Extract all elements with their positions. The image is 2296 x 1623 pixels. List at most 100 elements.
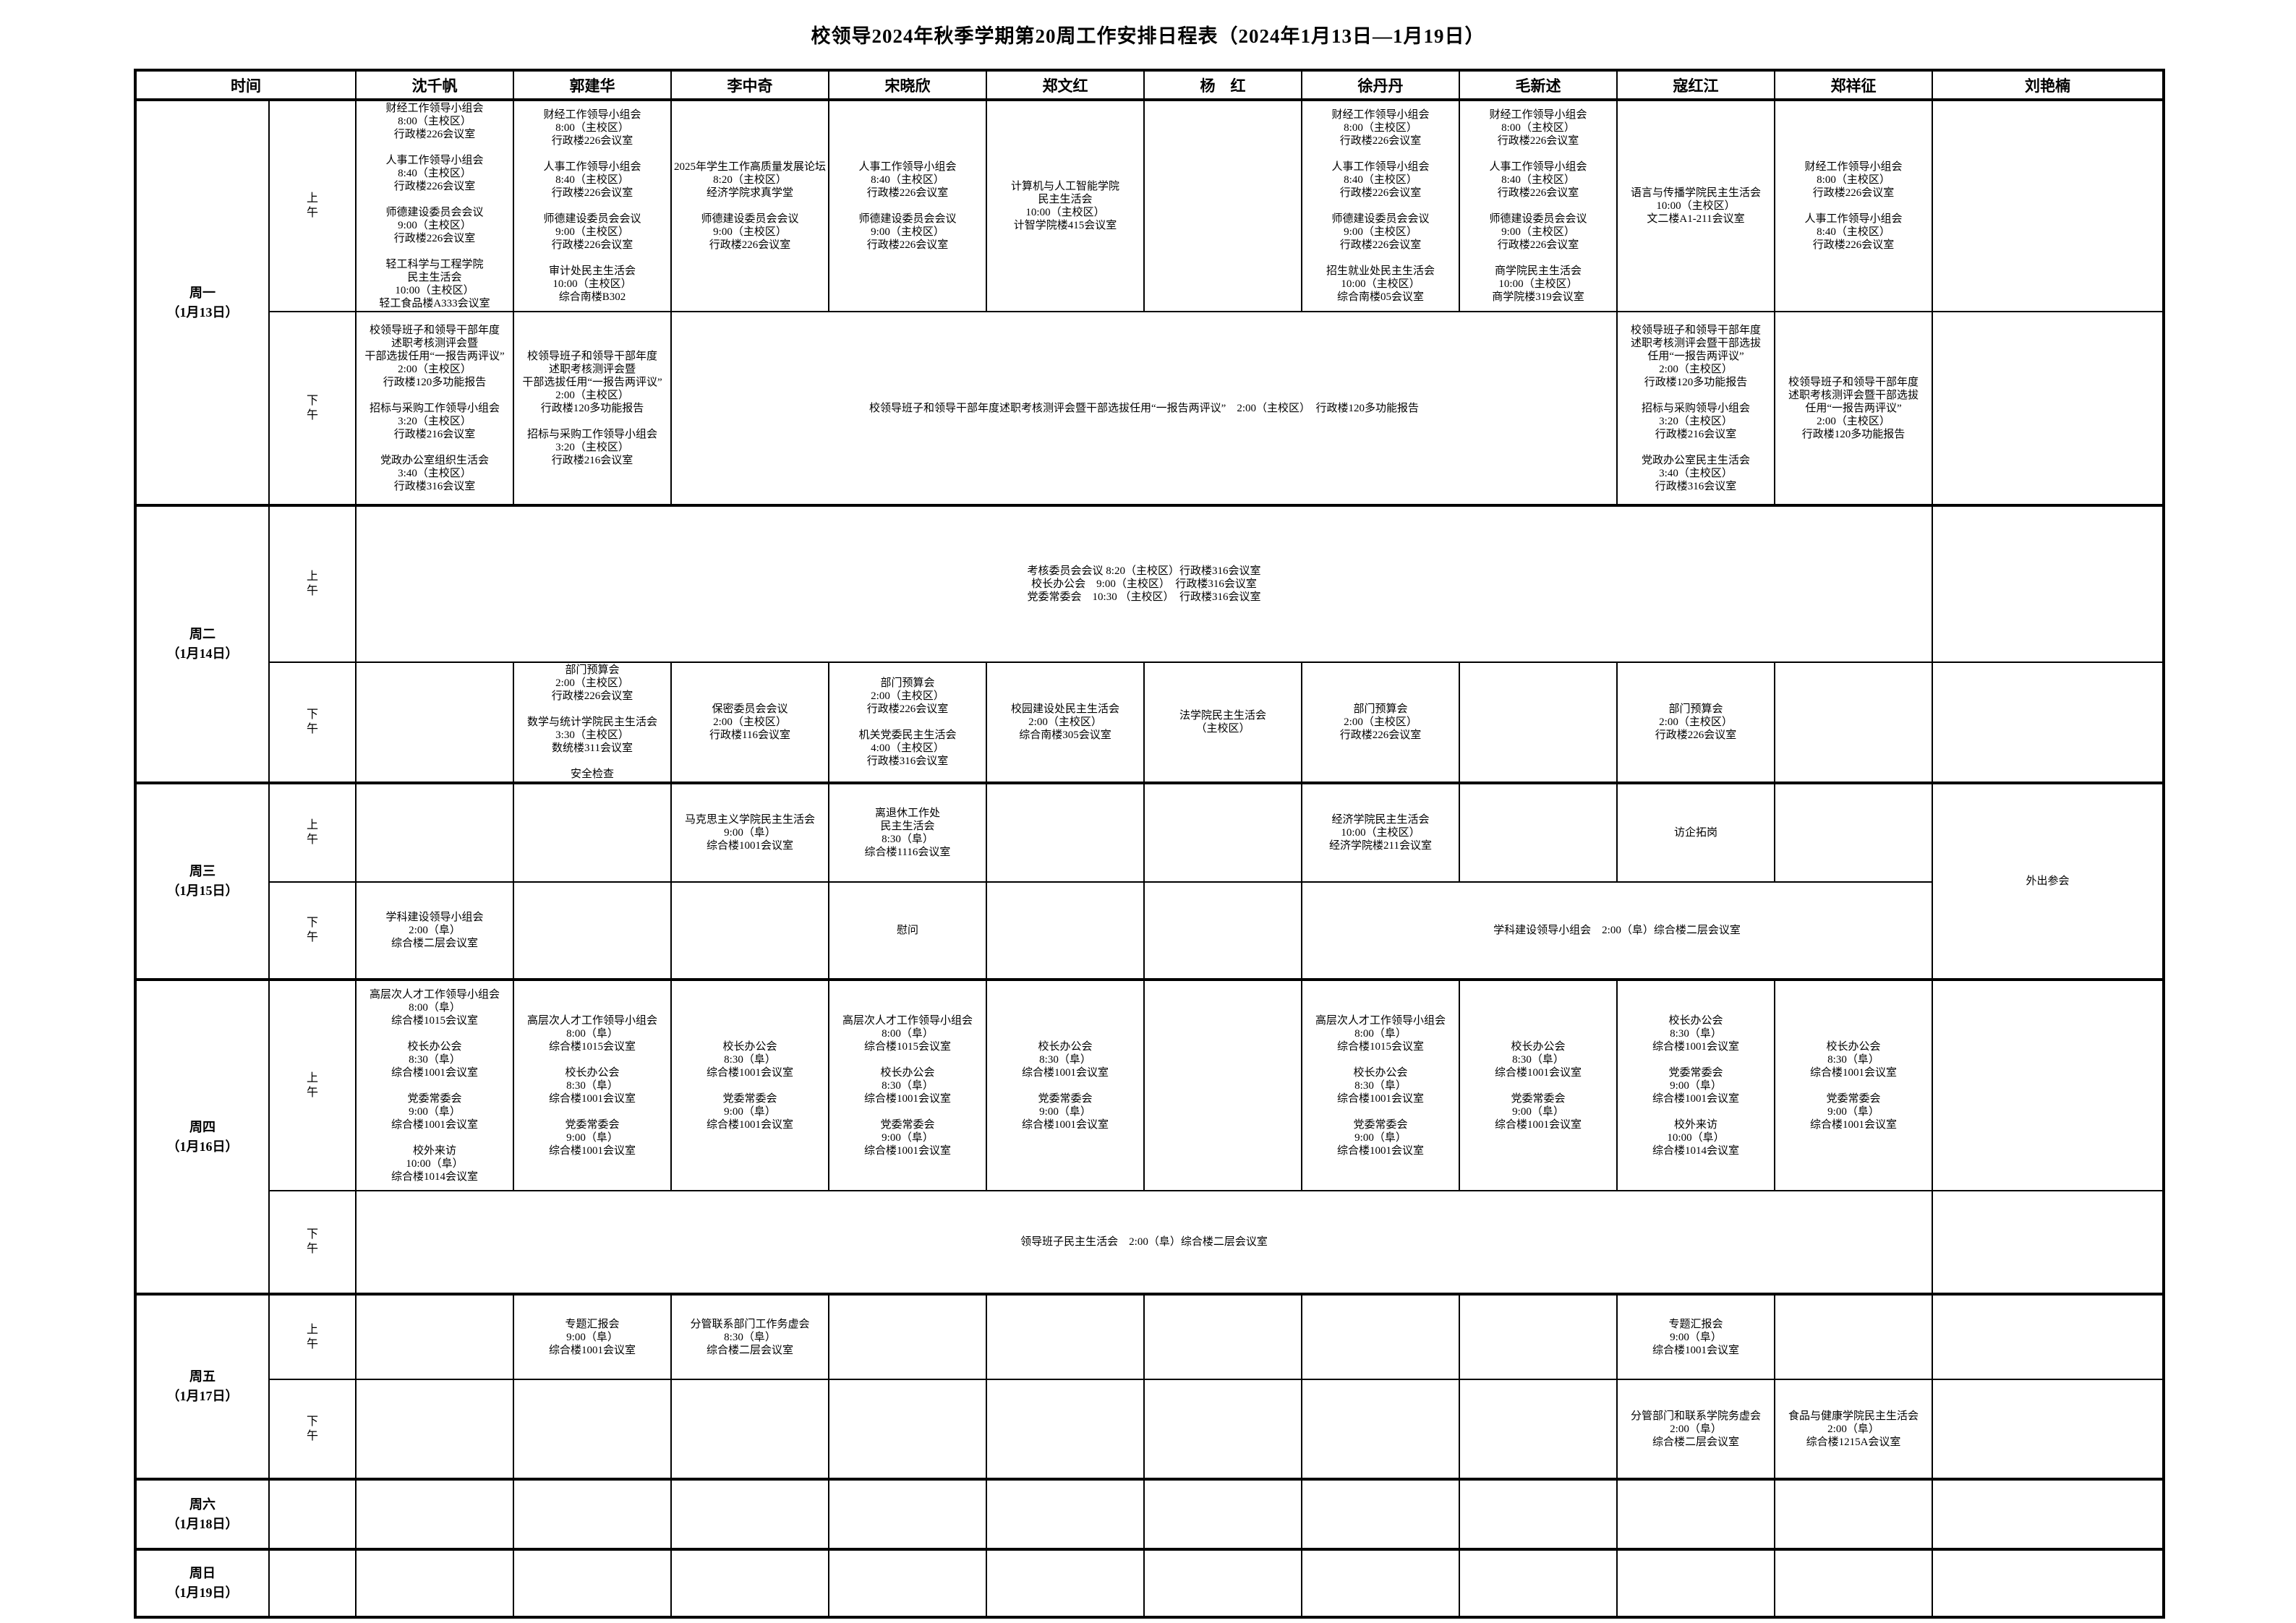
schedule-cell: 校领导班子和领导干部年度 述职考核测评会暨干部选拔 任用“一报告两评议” 2:0… <box>1774 311 1933 507</box>
period-label: 下 午 <box>268 661 357 784</box>
person-header: 宋晓欣 <box>828 69 987 101</box>
person-header: 郑祥征 <box>1774 69 1933 101</box>
schedule-cell: 财经工作领导小组会 8:00（主校区） 行政楼226会议室 人事工作领导小组会 … <box>1459 99 1618 312</box>
schedule-cell: 部门预算会 2:00（主校区） 行政楼226会议室 机关党委民主生活会 4:00… <box>828 661 987 784</box>
period-label: 下 午 <box>268 1190 357 1296</box>
schedule-cell: 财经工作领导小组会 8:00（主校区） 行政楼226会议室 人事工作领导小组会 … <box>355 99 514 312</box>
schedule-cell <box>986 1293 1145 1380</box>
schedule-cell: 分管部门和联系学院务虚会 2:00（阜） 综合楼二层会议室 <box>1616 1379 1775 1481</box>
schedule-cell <box>670 1478 829 1551</box>
period-label <box>268 1549 357 1619</box>
day-label: 周四 （1月16日） <box>135 979 270 1296</box>
schedule-cell: 校长办公会 8:30（阜） 综合楼1001会议室 党委常委会 9:00（阜） 综… <box>1616 979 1775 1191</box>
schedule-cell <box>1459 1549 1618 1619</box>
schedule-cell <box>513 1549 672 1619</box>
schedule-cell <box>1616 1549 1775 1619</box>
person-header: 沈千帆 <box>355 69 514 101</box>
schedule-cell <box>1459 661 1618 784</box>
schedule-cell: 校长办公会 8:30（阜） 综合楼1001会议室 党委常委会 9:00（阜） 综… <box>670 979 829 1191</box>
schedule-cell <box>1143 1379 1302 1481</box>
schedule-cell: 部门预算会 2:00（主校区） 行政楼226会议室 <box>1301 661 1460 784</box>
schedule-cell <box>1774 782 1933 883</box>
schedule-cell: 部门预算会 2:00（主校区） 行政楼226会议室 数学与统计学院民主生活会 3… <box>513 661 672 784</box>
schedule-cell: 慰问 <box>828 881 987 981</box>
schedule-cell <box>1459 1293 1618 1380</box>
schedule-cell <box>1616 1478 1775 1551</box>
period-label: 下 午 <box>268 881 357 981</box>
schedule-cell <box>1459 1379 1618 1481</box>
schedule-cell <box>986 1478 1145 1551</box>
schedule-cell <box>1932 979 2164 1191</box>
schedule-cell: 校园建设处民主生活会 2:00（主校区） 综合南楼305会议室 <box>986 661 1145 784</box>
schedule-cell <box>1932 1293 2164 1380</box>
schedule-cell: 外出参会 <box>1932 782 2164 981</box>
person-header: 李中奇 <box>670 69 829 101</box>
schedule-cell: 马克思主义学院民主生活会 9:00（阜） 综合楼1001会议室 <box>670 782 829 883</box>
schedule-cell <box>513 1478 672 1551</box>
header-row: 时间 沈千帆 郭建华 李中奇 宋晓欣 郑文红杨 红徐丹丹 毛新述 寇红江 郑祥征 刘艳楠 <box>135 69 2164 101</box>
schedule-cell <box>1301 1478 1460 1551</box>
period-label: 上 午 <box>268 99 357 312</box>
schedule-cell: 校长办公会 8:30（阜） 综合楼1001会议室 党委常委会 9:00（阜） 综… <box>986 979 1145 1191</box>
schedule-cell: 校领导班子和领导干部年度 述职考核测评会暨干部选拔 任用“一报告两评议” 2:0… <box>1616 311 1775 507</box>
schedule-cell: 分管联系部门工作务虚会 8:30（阜） 综合楼二层会议室 <box>670 1293 829 1380</box>
schedule-cell <box>1774 1478 1933 1551</box>
person-header: 刘艳楠 <box>1932 69 2164 101</box>
schedule-cell <box>1143 979 1302 1191</box>
schedule-cell: 校长办公会 8:30（阜） 综合楼1001会议室 党委常委会 9:00（阜） 综… <box>1459 979 1618 1191</box>
schedule-cell <box>986 1379 1145 1481</box>
schedule-cell: 学科建设领导小组会 2:00（阜） 综合楼二层会议室 <box>355 881 514 981</box>
schedule-cell: 财经工作领导小组会 8:00（主校区） 行政楼226会议室 人事工作领导小组会 … <box>1774 99 1933 312</box>
schedule-cell: 计算机与人工智能学院 民主生活会 10:00（主校区） 计智学院楼415会议室 <box>986 99 1145 312</box>
schedule-cell: 考核委员会会议 8:20（主校区）行政楼316会议室 校长办公会 9:00（主校… <box>355 505 1933 663</box>
period-label: 上 午 <box>268 979 357 1191</box>
schedule-cell <box>355 1549 514 1619</box>
schedule-cell <box>1143 1478 1302 1551</box>
schedule-cell <box>670 1549 829 1619</box>
schedule-body: 周一 （1月13日）上 午财经工作领导小组会 8:00（主校区） 行政楼226会… <box>135 99 2164 1619</box>
period-label: 下 午 <box>268 311 357 507</box>
schedule-cell: 语言与传播学院民主生活会 10:00（主校区） 文二楼A1-211会议室 <box>1616 99 1775 312</box>
schedule-cell <box>355 1293 514 1380</box>
schedule-cell <box>986 1549 1145 1619</box>
schedule-cell <box>1459 782 1618 883</box>
time-header: 时间 <box>135 69 357 101</box>
schedule-cell <box>1932 1379 2164 1481</box>
schedule-cell <box>1774 1549 1933 1619</box>
schedule-cell: 专题汇报会 9:00（阜） 综合楼1001会议室 <box>1616 1293 1775 1380</box>
period-label: 上 午 <box>268 782 357 883</box>
schedule-cell: 校领导班子和领导干部年度 述职考核测评会暨 干部选拔任用“一报告两评议” 2:0… <box>355 311 514 507</box>
schedule-cell: 财经工作领导小组会 8:00（主校区） 行政楼226会议室 人事工作领导小组会 … <box>513 99 672 312</box>
day-label: 周六 （1月18日） <box>135 1478 270 1551</box>
schedule-cell <box>1774 1293 1933 1380</box>
schedule-cell: 专题汇报会 9:00（阜） 综合楼1001会议室 <box>513 1293 672 1380</box>
schedule-cell <box>1932 311 2164 507</box>
schedule-cell <box>355 1379 514 1481</box>
period-label: 下 午 <box>268 1379 357 1481</box>
schedule-cell: 高层次人才工作领导小组会 8:00（阜） 综合楼1015会议室 校长办公会 8:… <box>1301 979 1460 1191</box>
schedule-cell: 经济学院民主生活会 10:00（主校区） 经济学院楼211会议室 <box>1301 782 1460 883</box>
schedule-cell: 高层次人才工作领导小组会 8:00（阜） 综合楼1015会议室 校长办公会 8:… <box>355 979 514 1191</box>
schedule-table: 时间 沈千帆 郭建华 李中奇 宋晓欣 郑文红杨 红徐丹丹 毛新述 寇红江 郑祥征 刘艳楠 周一 （… <box>134 69 2165 1619</box>
schedule-cell <box>670 1379 829 1481</box>
schedule-cell <box>1932 1190 2164 1296</box>
schedule-cell <box>355 661 514 784</box>
schedule-cell: 法学院民主生活会 （主校区） <box>1143 661 1302 784</box>
schedule-cell: 领导班子民主生活会 2:00（阜）综合楼二层会议室 <box>355 1190 1933 1296</box>
schedule-cell: 保密委员会会议 2:00（主校区） 行政楼116会议室 <box>670 661 829 784</box>
schedule-cell: 人事工作领导小组会 8:40（主校区） 行政楼226会议室 师德建设委员会会议 … <box>828 99 987 312</box>
day-label: 周一 （1月13日） <box>135 99 270 507</box>
schedule-cell <box>828 1549 987 1619</box>
schedule-cell: 校领导班子和领导干部年度 述职考核测评会暨 干部选拔任用“一报告两评议” 2:0… <box>513 311 672 507</box>
day-label: 周三 （1月15日） <box>135 782 270 981</box>
period-label: 上 午 <box>268 505 357 663</box>
schedule-cell: 校长办公会 8:30（阜） 综合楼1001会议室 党委常委会 9:00（阜） 综… <box>1774 979 1933 1191</box>
schedule-cell <box>1143 99 1302 312</box>
schedule-cell <box>986 782 1145 883</box>
schedule-cell: 部门预算会 2:00（主校区） 行政楼226会议室 <box>1616 661 1775 784</box>
schedule-cell <box>1143 1549 1302 1619</box>
day-label: 周日 （1月19日） <box>135 1549 270 1619</box>
schedule-cell <box>355 1478 514 1551</box>
schedule-cell <box>828 1293 987 1380</box>
schedule-cell: 财经工作领导小组会 8:00（主校区） 行政楼226会议室 人事工作领导小组会 … <box>1301 99 1460 312</box>
